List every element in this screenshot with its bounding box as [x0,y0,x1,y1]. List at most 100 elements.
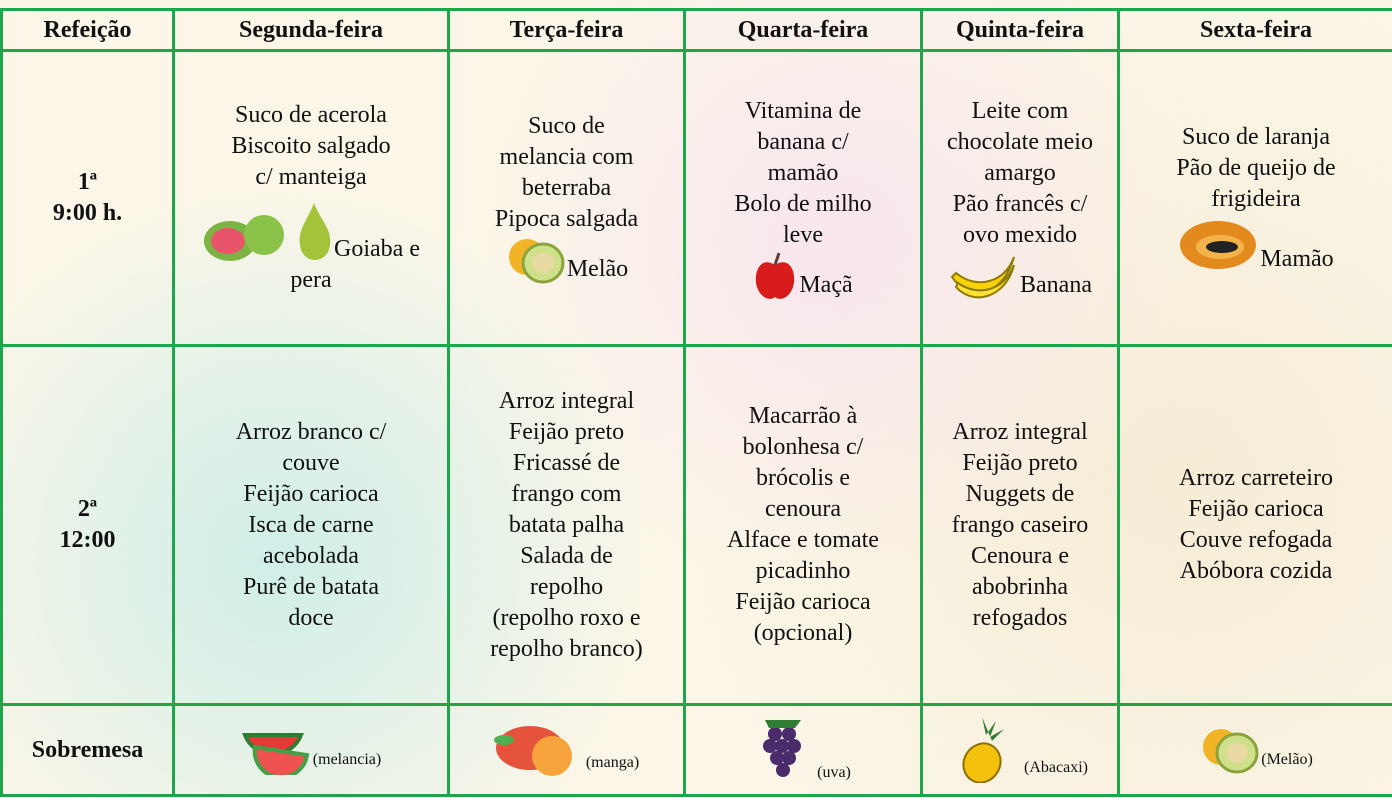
menu-line: Pão de queijo de [1176,154,1336,181]
column-header: Quinta-feira [920,8,1120,52]
menu-line: Vitamina de [744,97,862,124]
menu-line: batata palha [508,511,625,538]
fruit-icon [962,717,1005,783]
menu-line: doce [288,604,334,631]
menu-cell: (melancia) [172,703,450,797]
menu-line: repolho branco) [490,635,643,662]
menu-line: Feijão preto [962,449,1078,476]
menu-line: Macarrão à [748,403,858,429]
menu-line: amargo [984,159,1056,186]
meal-label: Sobremesa [0,703,175,797]
menu-line: Suco de [528,113,605,139]
menu-line: bolonhesa c/ [742,434,864,460]
menu-line: Isca de carne [248,511,374,538]
label-line: Sobremesa [31,736,144,763]
column-header: Terça-feira [447,8,686,52]
header-row: Refeição Segunda-feira Terça-feira Quarta-f… [0,8,1392,52]
menu-line: banana c/ [757,128,849,155]
menu-line: (melancia) [181,725,441,775]
meal-row: 1ª 9:00 h. Suco de acerola Biscoito salgado… [0,49,1392,347]
column-header: Quarta-feira [683,8,923,52]
menu-line: Suco de acerola [235,102,387,128]
menu-cell: Suco de acerola Biscoito salgado c/ mantei… [172,49,450,347]
label-line: 12:00 [59,527,116,553]
menu-line: c/ manteiga [255,164,367,190]
menu-line: repolho [529,573,604,600]
menu-line: Feijão carioca [735,589,871,615]
menu-cell: Arroz integral Feijão preto Fricassé de fra… [447,344,686,706]
fruit-icon [763,720,802,777]
menu-line: ovo mexido [963,221,1077,248]
menu-line: (uva) [692,712,914,788]
menu-line: cenoura [765,496,841,522]
menu-line: Abóbora cozida [1179,558,1333,584]
menu-cell: Suco de laranja Pão de queijo de frigideir… [1117,49,1392,347]
menu-line: Arroz carreteiro [1179,465,1333,491]
menu-line: leve [783,221,823,248]
menu-line: beterraba [521,175,612,201]
menu-line: (opcional) [753,620,853,646]
fruit-icon [241,733,310,775]
fruit-icon [950,256,1015,298]
table-body: 1ª 9:00 h. Suco de acerola Biscoito salgado… [0,49,1392,797]
menu-line: Feijão carioca [1188,496,1324,522]
fruit-icon [756,252,795,299]
menu-line: Melão [456,235,677,285]
menu-cell: Suco de melancia com beterraba Pipoca salga… [447,49,686,347]
menu-line: (Abacaxi) [929,717,1111,783]
menu-cell: Macarrão à bolonhesa c/brócolis e cenoura A… [683,344,923,706]
menu-line: Suco de laranja [1182,123,1330,150]
menu-line: Pipoca salgada [494,206,639,232]
menu-cell: Arroz carreteiro Feijão carioca Couve refo… [1117,344,1392,706]
menu-line: frigideira [1211,185,1301,212]
menu-line: (repolho roxo e [492,604,641,631]
menu-line: Alface e tomate [727,527,879,553]
menu-line: (Melão) [1126,725,1386,775]
menu-cell: Vitamina de banana c/mamão Bolo de milho le… [683,49,923,347]
table-head: Refeição Segunda-feira Terça-feira Quarta-f… [0,8,1392,52]
menu-line: Bolo de milho [734,190,872,217]
fruit-icon [493,726,572,776]
menu-line: Arroz branco c/ [235,418,387,445]
column-header: Refeição [0,8,175,52]
menu-line: Pão francês c/ [952,190,1088,217]
menu-line: Fricassé de [512,449,621,476]
menu-cell: Arroz branco c/couve Feijão carioca Isca d… [172,344,450,706]
menu-line: Feijão preto [508,418,625,445]
menu-line: brócolis e [756,465,850,491]
menu-line: (manga) [456,722,677,778]
menu-cell: (manga) [447,703,686,797]
fruit-icon [1203,729,1259,774]
meal-row: Sobremesa (melancia) (manga) (uva) (Abacaxi)… [0,703,1392,797]
menu-line: Couve refogada [1179,527,1333,553]
menu-cell: (uva) [683,703,923,797]
menu-line: couve [282,449,340,476]
label-line: 1ª [77,169,98,195]
menu-line: abobrinha [972,573,1068,600]
menu-line: Maçã [692,251,914,301]
menu-cell: (Abacaxi) [920,703,1120,797]
menu-line: picadinho [755,558,851,584]
label-line: 2ª [77,496,98,522]
menu-cell: (Melão) [1117,703,1392,797]
menu-line: Salada de [520,542,613,569]
meal-label: 1ª 9:00 h. [0,49,175,347]
menu-line: refogados [972,604,1068,631]
menu-line: Goiaba e pera [181,193,441,296]
menu-line: Leite com [971,97,1069,124]
menu-line: frango caseiro [951,511,1089,538]
menu-line: Banana [929,251,1111,301]
menu-line: acebolada [263,542,359,569]
menu-line: frango com [511,480,622,507]
menu-line: Feijão carioca [243,480,379,507]
column-header: Segunda-feira [172,8,450,52]
menu-table: Refeição Segunda-feira Terça-feira Quarta-f… [0,8,1392,797]
meal-row: 2ª 12:00 Arroz branco c/couve Feijão carioc… [0,344,1392,706]
menu-cell: Leite com chocolate meio amargo Pão francês… [920,49,1120,347]
meal-label: 2ª 12:00 [0,344,175,706]
menu-line: mamão [767,159,839,186]
fruit-icon [1180,220,1257,269]
menu-line: Biscoito salgado [231,133,391,159]
menu-line: melancia com [499,144,634,170]
